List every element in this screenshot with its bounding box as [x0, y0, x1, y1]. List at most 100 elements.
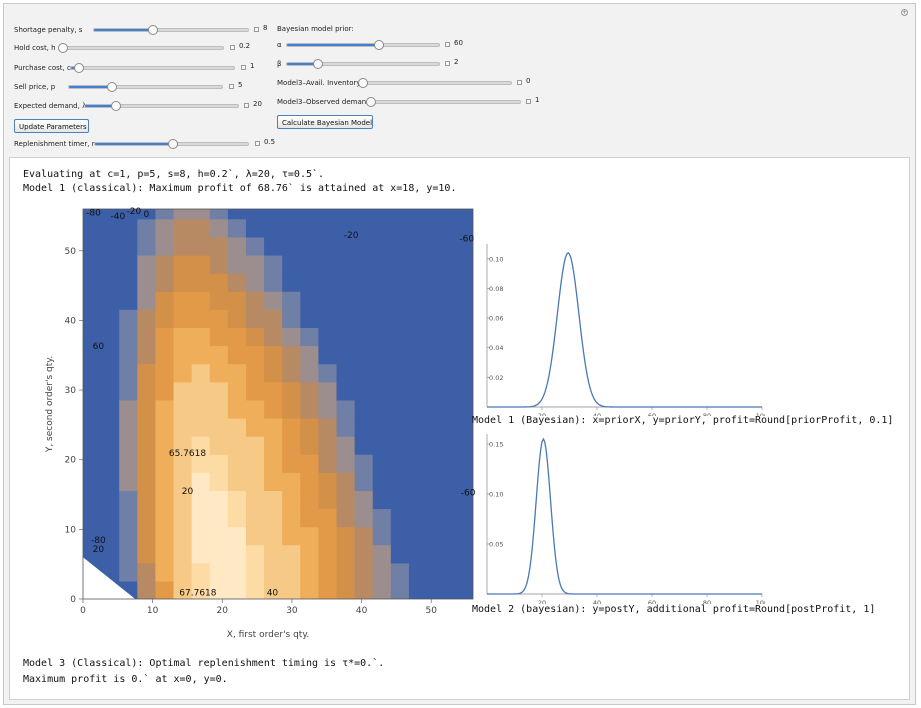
slider-thumb[interactable] [111, 101, 121, 111]
contour-cell [245, 218, 265, 238]
observed-demand-slider[interactable] [365, 97, 521, 107]
contour-cell [227, 508, 247, 528]
calculate-bayesian-button[interactable]: Calculate Bayesian Model [277, 115, 373, 129]
contour-cell [173, 526, 193, 546]
contour-cell [427, 291, 446, 310]
beta-control: β 2 [277, 57, 477, 71]
contour-cell [427, 327, 446, 347]
contour-cell [119, 218, 138, 238]
contour-cell [245, 209, 265, 220]
x-tick-label: 50 [425, 606, 437, 616]
contour-cell [209, 490, 229, 510]
contour-cell [354, 399, 374, 419]
expected-demand-label: Expected demand, λ [14, 102, 87, 110]
y-tick-label: 20 [65, 456, 77, 466]
shortage-penalty-expand-icon[interactable] [254, 27, 259, 32]
slider-thumb[interactable] [107, 82, 118, 92]
slider-thumb[interactable] [74, 63, 85, 73]
slider-thumb[interactable] [148, 25, 159, 35]
contour-cell [173, 236, 193, 256]
contour-cell [101, 327, 120, 347]
contour-cell [83, 345, 102, 365]
hold-cost-expand-icon[interactable] [230, 45, 235, 50]
contour-cell [354, 327, 374, 347]
contour-cell [463, 417, 473, 437]
contour-cell [354, 490, 374, 510]
contour-cell [354, 580, 374, 599]
contour-label: 0 [144, 210, 150, 220]
contour-cell [155, 508, 175, 528]
observed-demand-control: Model3–Observed demand 1 [277, 95, 547, 109]
sell-price-expand-icon[interactable] [229, 84, 234, 89]
contour-cell [318, 363, 338, 383]
expected-demand-expand-icon[interactable] [244, 103, 249, 108]
contour-label: -80 [86, 208, 101, 218]
contour-cell [463, 490, 473, 510]
contour-cell [264, 218, 283, 238]
available-inventory-slider[interactable] [358, 78, 512, 88]
purchase-cost-expand-icon[interactable] [241, 65, 246, 70]
contour-cell [427, 490, 446, 510]
slider-thumb[interactable] [167, 139, 178, 149]
x-tick-label: 60 [648, 599, 656, 604]
contour-cell [354, 363, 374, 383]
contour-cell [463, 236, 473, 256]
contour-cell [427, 254, 446, 274]
x-tick-label: 30 [286, 606, 298, 616]
slider-thumb[interactable] [365, 97, 376, 107]
x-tick-label: 60 [648, 412, 656, 416]
contour-cell [101, 309, 120, 328]
panel-options-icon[interactable]: + [901, 9, 908, 16]
shortage-penalty-slider[interactable] [93, 25, 249, 35]
contour-cell [336, 209, 356, 220]
contour-cell [101, 436, 120, 455]
purchase-cost-slider[interactable] [70, 63, 235, 73]
x-tick-label: 40 [593, 412, 601, 416]
beta-slider[interactable] [286, 59, 440, 69]
contour-cell [245, 273, 265, 292]
contour-cell [83, 236, 102, 256]
contour-cell [155, 236, 175, 256]
contour-cell [318, 417, 338, 437]
alpha-expand-icon[interactable] [445, 42, 450, 47]
contour-cell [155, 327, 175, 347]
contour-cell [408, 417, 428, 437]
contour-cell [227, 454, 247, 473]
expected-demand-value: 20 [253, 100, 262, 108]
contour-cell [191, 273, 211, 292]
contour-cell [463, 327, 473, 347]
contour-cell [155, 218, 175, 238]
contour-cell [463, 454, 473, 473]
observed-demand-expand-icon[interactable] [526, 99, 531, 104]
beta-expand-icon[interactable] [445, 61, 450, 66]
contour-cell [463, 472, 473, 491]
contour-cell [227, 562, 247, 582]
available-inventory-expand-icon[interactable] [517, 80, 522, 85]
contour-cell [445, 381, 464, 401]
slider-thumb[interactable] [58, 43, 69, 53]
update-parameters-button[interactable]: Update Parameters [14, 119, 89, 133]
contour-cell [227, 273, 247, 292]
contour-cell [155, 273, 175, 292]
x-tick-label: 20 [538, 599, 546, 604]
slider-fill [94, 29, 154, 31]
slider-thumb[interactable] [374, 40, 385, 50]
contour-cell [300, 508, 319, 528]
contour-cell [318, 218, 338, 238]
output-pane: Evaluating at c=1, p=5, s=8, h=0.2`, λ=2… [9, 157, 910, 700]
contour-cell [191, 254, 211, 274]
contour-cell [390, 236, 410, 256]
contour-cell [282, 490, 301, 510]
replenishment-timer-slider[interactable] [94, 139, 249, 149]
sell-price-slider[interactable] [68, 82, 223, 92]
contour-cell [119, 490, 138, 510]
contour-cell [282, 273, 301, 292]
slider-thumb[interactable] [312, 59, 323, 69]
slider-thumb[interactable] [358, 78, 368, 88]
contour-cell [427, 454, 446, 473]
hold-cost-slider[interactable] [58, 43, 224, 53]
replenishment-timer-expand-icon[interactable] [255, 141, 260, 146]
contour-cell [137, 454, 157, 473]
alpha-slider[interactable] [286, 40, 440, 50]
expected-demand-slider[interactable] [84, 101, 239, 111]
